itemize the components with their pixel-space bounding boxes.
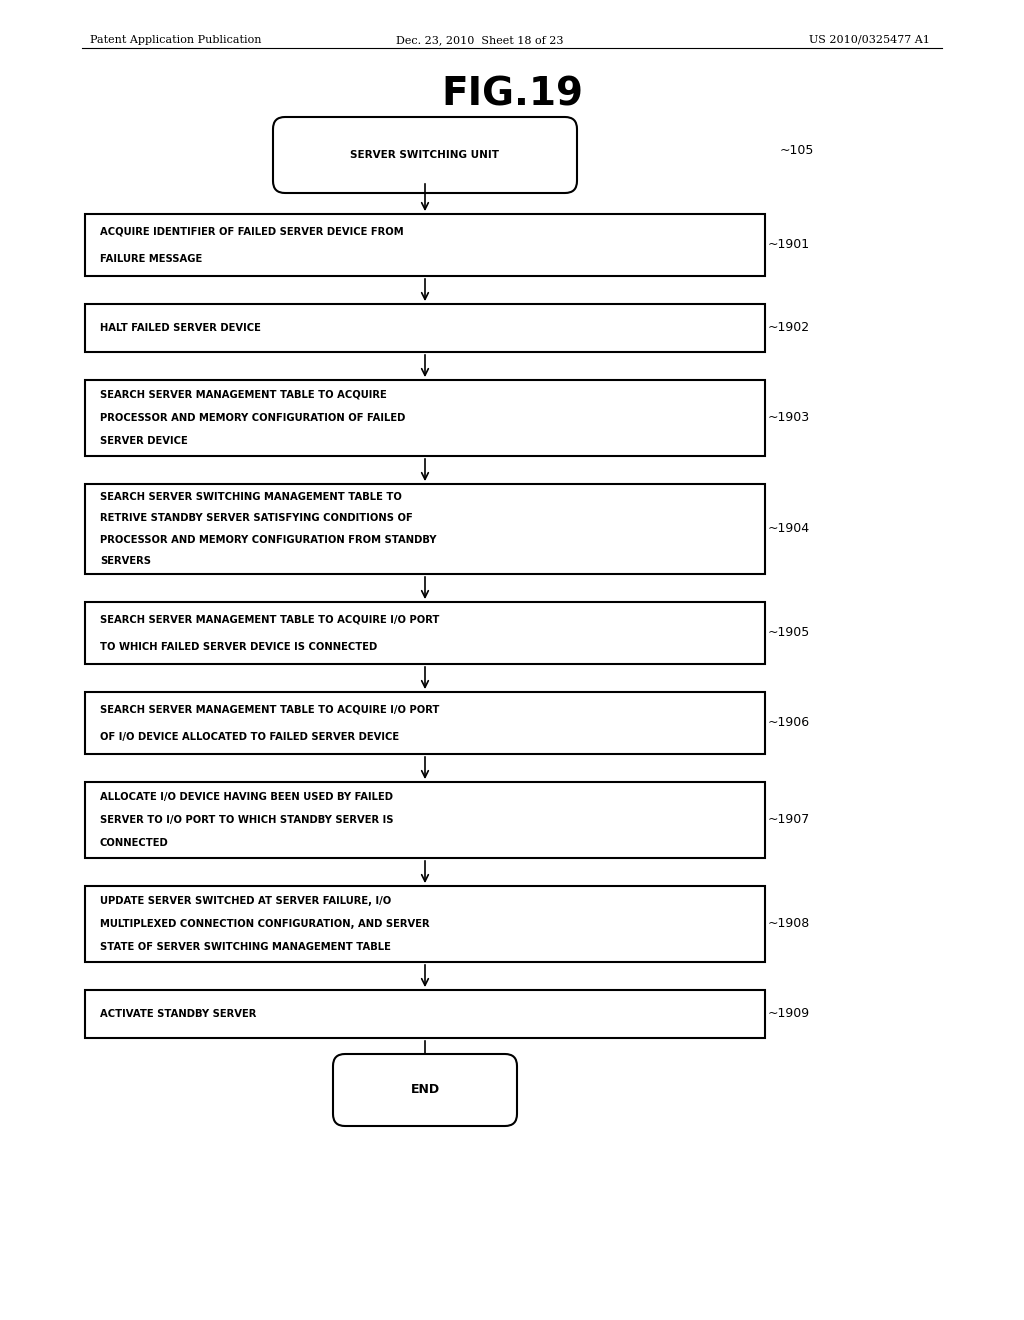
Text: ~1902: ~1902: [768, 322, 810, 334]
Text: END: END: [411, 1084, 439, 1097]
Text: OF I/O DEVICE ALLOCATED TO FAILED SERVER DEVICE: OF I/O DEVICE ALLOCATED TO FAILED SERVER…: [100, 731, 399, 742]
Text: Patent Application Publication: Patent Application Publication: [90, 36, 261, 45]
Bar: [85, 484, 765, 574]
Bar: [85, 602, 765, 664]
Text: ACTIVATE STANDBY SERVER: ACTIVATE STANDBY SERVER: [100, 1008, 256, 1019]
Text: ~1905: ~1905: [768, 627, 810, 639]
Bar: [85, 304, 765, 352]
Text: CONNECTED: CONNECTED: [100, 838, 169, 849]
Text: ALLOCATE I/O DEVICE HAVING BEEN USED BY FAILED: ALLOCATE I/O DEVICE HAVING BEEN USED BY …: [100, 792, 393, 801]
Text: HALT FAILED SERVER DEVICE: HALT FAILED SERVER DEVICE: [100, 323, 261, 333]
Text: PROCESSOR AND MEMORY CONFIGURATION FROM STANDBY: PROCESSOR AND MEMORY CONFIGURATION FROM …: [100, 535, 436, 545]
FancyBboxPatch shape: [273, 117, 577, 193]
Text: SERVER DEVICE: SERVER DEVICE: [100, 437, 187, 446]
Text: SEARCH SERVER MANAGEMENT TABLE TO ACQUIRE I/O PORT: SEARCH SERVER MANAGEMENT TABLE TO ACQUIR…: [100, 614, 439, 624]
Text: SERVERS: SERVERS: [100, 556, 151, 566]
Text: ~1903: ~1903: [768, 412, 810, 425]
Text: Dec. 23, 2010  Sheet 18 of 23: Dec. 23, 2010 Sheet 18 of 23: [396, 36, 564, 45]
Text: SEARCH SERVER MANAGEMENT TABLE TO ACQUIRE: SEARCH SERVER MANAGEMENT TABLE TO ACQUIR…: [100, 389, 387, 400]
Text: UPDATE SERVER SWITCHED AT SERVER FAILURE, I/O: UPDATE SERVER SWITCHED AT SERVER FAILURE…: [100, 895, 391, 906]
Text: SERVER TO I/O PORT TO WHICH STANDBY SERVER IS: SERVER TO I/O PORT TO WHICH STANDBY SERV…: [100, 814, 393, 825]
Text: PROCESSOR AND MEMORY CONFIGURATION OF FAILED: PROCESSOR AND MEMORY CONFIGURATION OF FA…: [100, 413, 406, 422]
Bar: [85, 886, 765, 962]
Text: FAILURE MESSAGE: FAILURE MESSAGE: [100, 253, 203, 264]
FancyBboxPatch shape: [333, 1053, 517, 1126]
Text: ~1904: ~1904: [768, 523, 810, 536]
Bar: [85, 692, 765, 754]
Text: ~1901: ~1901: [768, 239, 810, 252]
Bar: [85, 781, 765, 858]
Text: SEARCH SERVER MANAGEMENT TABLE TO ACQUIRE I/O PORT: SEARCH SERVER MANAGEMENT TABLE TO ACQUIR…: [100, 705, 439, 714]
Text: ~1907: ~1907: [768, 813, 810, 826]
Text: ~1909: ~1909: [768, 1007, 810, 1020]
Text: ~1908: ~1908: [768, 917, 810, 931]
Text: SERVER SWITCHING UNIT: SERVER SWITCHING UNIT: [350, 150, 500, 160]
Text: SEARCH SERVER SWITCHING MANAGEMENT TABLE TO: SEARCH SERVER SWITCHING MANAGEMENT TABLE…: [100, 492, 401, 502]
Text: ~105: ~105: [780, 144, 814, 157]
Text: US 2010/0325477 A1: US 2010/0325477 A1: [809, 36, 930, 45]
Text: TO WHICH FAILED SERVER DEVICE IS CONNECTED: TO WHICH FAILED SERVER DEVICE IS CONNECT…: [100, 642, 377, 652]
Text: ACQUIRE IDENTIFIER OF FAILED SERVER DEVICE FROM: ACQUIRE IDENTIFIER OF FAILED SERVER DEVI…: [100, 226, 403, 236]
Text: FIG.19: FIG.19: [441, 75, 583, 114]
Text: MULTIPLEXED CONNECTION CONFIGURATION, AND SERVER: MULTIPLEXED CONNECTION CONFIGURATION, AN…: [100, 919, 430, 929]
Bar: [85, 380, 765, 455]
Bar: [85, 214, 765, 276]
Text: ~1906: ~1906: [768, 717, 810, 730]
Text: STATE OF SERVER SWITCHING MANAGEMENT TABLE: STATE OF SERVER SWITCHING MANAGEMENT TAB…: [100, 942, 391, 953]
Text: RETRIVE STANDBY SERVER SATISFYING CONDITIONS OF: RETRIVE STANDBY SERVER SATISFYING CONDIT…: [100, 513, 413, 524]
Bar: [85, 990, 765, 1038]
